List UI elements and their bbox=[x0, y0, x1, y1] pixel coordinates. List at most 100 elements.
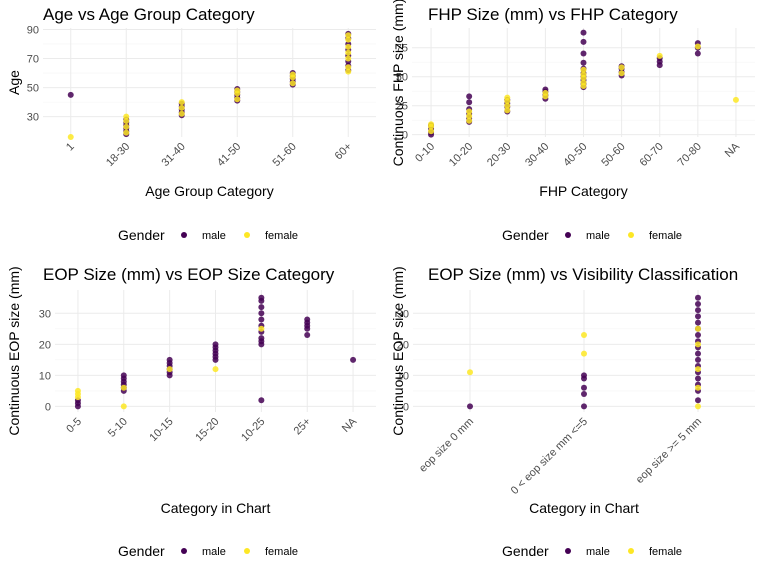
x-tick-label: NA bbox=[723, 140, 743, 160]
data-point-female bbox=[504, 107, 511, 114]
data-point-female bbox=[166, 366, 173, 373]
data-point-male bbox=[581, 372, 587, 379]
data-point-male bbox=[258, 310, 265, 317]
data-point-female bbox=[695, 325, 701, 332]
data-point-male bbox=[580, 50, 587, 57]
x-tick-label: 30-40 bbox=[523, 141, 551, 169]
chart-panel-1: 30 50 70 90 1 18-30 31-40 41-50 51-60 60+ Age vs A… bbox=[6, 5, 376, 243]
legend-key-male bbox=[181, 232, 187, 238]
legend-key-female bbox=[628, 548, 634, 554]
legend-label-female: female bbox=[265, 230, 298, 242]
data-point-female bbox=[504, 94, 511, 101]
data-point-male bbox=[581, 403, 587, 410]
legend: Gender male female bbox=[502, 227, 682, 243]
data-point-male bbox=[580, 38, 587, 45]
data-point-female bbox=[178, 110, 185, 117]
y-tick-label: 90 bbox=[27, 24, 39, 36]
data-point-male bbox=[304, 332, 311, 339]
data-point-male bbox=[212, 341, 219, 348]
x-tick-label: 60+ bbox=[333, 141, 355, 163]
x-tick-label: 60-70 bbox=[637, 141, 665, 169]
data-point-female bbox=[345, 49, 352, 56]
data-point-female bbox=[695, 403, 701, 410]
data-point-female bbox=[258, 325, 265, 332]
x-tick-label: 0-10 bbox=[413, 141, 437, 165]
y-tick-label: 70 bbox=[27, 54, 39, 66]
x-tick-label: 18-30 bbox=[104, 141, 132, 169]
data-point-female bbox=[345, 32, 352, 39]
x-axis-label: Category in Chart bbox=[529, 500, 639, 516]
legend-key-female bbox=[244, 232, 250, 238]
data-point-male bbox=[581, 384, 587, 391]
data-point-female bbox=[123, 123, 130, 130]
legend: Gender male female bbox=[118, 227, 298, 243]
data-point-female bbox=[120, 403, 127, 410]
y-tick-label: 50 bbox=[27, 83, 39, 95]
data-point-male bbox=[694, 50, 701, 57]
legend: Gender male female bbox=[118, 543, 298, 559]
data-point-female bbox=[428, 128, 435, 135]
legend-title: Gender bbox=[118, 227, 165, 243]
chart-panel-2: 0 25 50 75 0-10 10-20 20-30 30-40 40-50 50-60 60-7… bbox=[390, 0, 755, 243]
x-tick-label: 10-20 bbox=[447, 141, 475, 169]
data-point-female bbox=[123, 113, 130, 120]
legend-key-male bbox=[181, 548, 187, 554]
data-point-male bbox=[467, 403, 473, 410]
x-tick-label: 1 bbox=[64, 141, 77, 154]
x-tick-label: 5-10 bbox=[106, 416, 130, 440]
data-point-female bbox=[542, 89, 549, 96]
data-point-female bbox=[466, 113, 473, 120]
data-point-female bbox=[345, 36, 352, 43]
x-tick-label: 31-40 bbox=[159, 141, 187, 169]
legend-key-male bbox=[565, 232, 571, 238]
x-tick-label: 70-80 bbox=[676, 141, 704, 169]
data-point-male bbox=[120, 372, 127, 379]
legend-label-female: female bbox=[649, 230, 682, 242]
x-tick-label: 0 < eop size mm <=5 bbox=[509, 416, 590, 497]
y-tick-label: 20 bbox=[39, 339, 51, 351]
data-point-male bbox=[466, 93, 473, 100]
legend-key-female bbox=[244, 548, 250, 554]
data-point-male bbox=[258, 335, 265, 342]
legend-label-male: male bbox=[586, 230, 610, 242]
y-axis-label: Continuous EOP size (mm) bbox=[6, 266, 22, 435]
chart-panel-3: 0 10 20 30 0-5 5-10 10-15 15-20 10-25 25+ NA EOP Si… bbox=[6, 265, 376, 559]
legend-label-male: male bbox=[202, 230, 226, 242]
data-point-female bbox=[466, 108, 473, 115]
chart-panel-4: 0 10 20 30 eop size 0 mm 0 < eop size mm <=5 e… bbox=[390, 265, 755, 559]
y-tick-label: 10 bbox=[397, 370, 409, 382]
data-point-male bbox=[695, 319, 701, 326]
y-axis-label: Continuous EOP size (mm) bbox=[390, 266, 406, 435]
data-point-female bbox=[234, 96, 241, 103]
x-tick-label: 10-15 bbox=[147, 416, 175, 444]
y-tick-label: 25 bbox=[396, 101, 408, 113]
y-axis-label: Age bbox=[6, 70, 22, 95]
data-point-male bbox=[695, 356, 701, 363]
data-point-male bbox=[580, 29, 587, 36]
x-tick-label: 50-60 bbox=[599, 141, 627, 169]
data-point-female bbox=[289, 71, 296, 78]
data-point-female bbox=[580, 79, 587, 86]
data-point-female bbox=[428, 121, 435, 128]
data-point-female bbox=[120, 384, 127, 391]
y-tick-label: 75 bbox=[396, 43, 408, 55]
data-point-female bbox=[580, 66, 587, 73]
legend-title: Gender bbox=[502, 543, 549, 559]
chart-title: EOP Size (mm) vs EOP Size Category bbox=[43, 265, 335, 284]
data-point-female bbox=[123, 118, 130, 125]
data-point-male bbox=[695, 294, 701, 301]
legend-label-female: female bbox=[265, 546, 298, 558]
data-point-female bbox=[345, 55, 352, 62]
y-tick-label: 0 bbox=[402, 130, 408, 142]
data-point-female bbox=[732, 96, 739, 103]
y-axis-label: Continuous FHP size (mm) bbox=[390, 0, 406, 166]
data-point-male bbox=[166, 356, 173, 363]
x-tick-label: eop size >= 5 mm bbox=[634, 416, 704, 486]
data-point-female bbox=[289, 80, 296, 87]
data-point-male bbox=[695, 350, 701, 357]
data-point-female bbox=[618, 70, 625, 77]
data-point-female bbox=[345, 68, 352, 75]
y-tick-label: 10 bbox=[39, 370, 51, 382]
data-point-male bbox=[304, 316, 311, 323]
